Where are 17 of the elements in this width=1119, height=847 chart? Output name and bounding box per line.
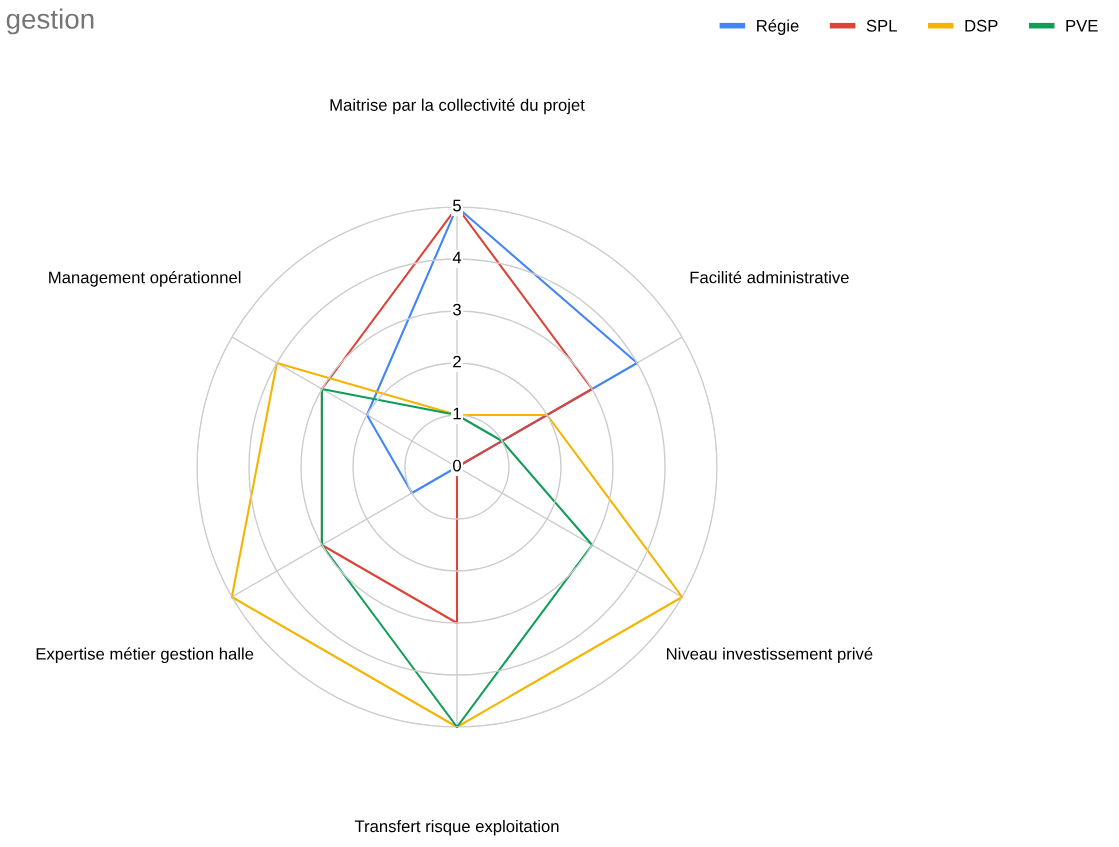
- y-tick-label: 0: [453, 459, 461, 472]
- spoke-label: Maitrise par la collectivité du projet: [330, 98, 585, 115]
- spoke-label: Expertise métier gestion halle: [36, 647, 254, 664]
- y-tick-label: 1: [453, 407, 461, 420]
- y-tick-label: 2: [453, 355, 461, 368]
- spoke-label: Management opérationnel: [49, 270, 241, 287]
- legend-label: PVE: [1066, 20, 1098, 32]
- y-tick-label: 3: [453, 303, 461, 316]
- spoke-label: Niveau investissement privé: [667, 647, 873, 664]
- y-tick-label: 5: [453, 199, 461, 212]
- legend-label: SPL: [866, 19, 897, 32]
- legend-label: Régie: [757, 19, 799, 35]
- y-tick-label: 4: [452, 251, 462, 264]
- spoke-label: Transfert risque exploitation: [354, 819, 559, 836]
- chart-title: gestion: [6, 8, 94, 35]
- spoke-label: Facilité administrative: [690, 270, 849, 284]
- legend-label: DSP: [965, 19, 998, 32]
